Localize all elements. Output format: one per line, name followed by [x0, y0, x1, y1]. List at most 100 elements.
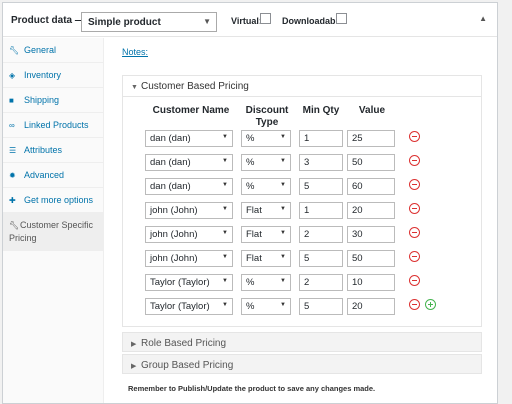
group-based-pricing-section[interactable]: ▶ Group Based Pricing: [122, 354, 482, 374]
chevron-down-icon: ▼: [222, 302, 228, 308]
chevron-down-icon: ▼: [222, 134, 228, 140]
tag-icon: ◈: [9, 71, 16, 80]
remove-row-icon[interactable]: [409, 179, 420, 190]
discount-type-select[interactable]: Flat ▼: [241, 202, 291, 219]
tab-get-more-options[interactable]: ✚ Get more options: [3, 188, 103, 213]
discount-type-select[interactable]: % ▼: [241, 130, 291, 147]
customer-pricing-toggle[interactable]: ▼ Customer Based Pricing: [123, 76, 481, 96]
wrench-icon: 🔧︎: [9, 221, 20, 230]
chevron-down-icon: ▼: [222, 254, 228, 260]
tab-label: Advanced: [24, 170, 65, 180]
table-row: Taylor (Taylor) ▼ % ▼ 2 10: [123, 274, 481, 294]
role-based-pricing-section[interactable]: ▶ Role Based Pricing: [122, 332, 482, 352]
tab-shipping[interactable]: ■ Shipping: [3, 88, 103, 113]
downloadable-checkbox[interactable]: [336, 13, 347, 24]
virtual-checkbox[interactable]: [260, 13, 271, 24]
tab-general[interactable]: 🔧︎ General: [3, 38, 103, 63]
chevron-down-icon: ▼: [280, 134, 286, 140]
discount-type-select[interactable]: % ▼: [241, 178, 291, 195]
min-qty-input[interactable]: 1: [299, 130, 343, 147]
min-qty-input[interactable]: 3: [299, 154, 343, 171]
customer-select[interactable]: john (John) ▼: [145, 226, 233, 243]
product-type-select[interactable]: Simple product ▼: [81, 12, 217, 32]
value-input[interactable]: 30: [347, 226, 395, 243]
tab-label: Customer Specific Pricing: [9, 220, 94, 243]
discount-type-select[interactable]: % ▼: [241, 298, 291, 315]
customer-value: dan (dan): [150, 133, 191, 144]
chevron-down-icon: ▼: [222, 230, 228, 236]
virtual-label: Virtual:: [231, 16, 262, 26]
customer-value: Taylor (Taylor): [150, 301, 210, 312]
tab-label: Get more options: [24, 195, 94, 205]
downloadable-label: Downloadable:: [282, 16, 347, 26]
customer-value: john (John): [150, 229, 198, 240]
remove-row-icon[interactable]: [409, 227, 420, 238]
tab-customer-specific-pricing[interactable]: 🔧︎Customer Specific Pricing: [3, 213, 103, 251]
group-pricing-toggle[interactable]: ▶ Group Based Pricing: [123, 355, 481, 375]
min-qty-input[interactable]: 5: [299, 178, 343, 195]
chevron-down-icon: ▼: [280, 158, 286, 164]
min-qty-input[interactable]: 5: [299, 298, 343, 315]
chevron-down-icon: ▼: [280, 206, 286, 212]
remove-row-icon[interactable]: [409, 251, 420, 262]
product-type-value: Simple product: [88, 17, 161, 28]
discount-type-select[interactable]: Flat ▼: [241, 250, 291, 267]
tab-linked-products[interactable]: ∞ Linked Products: [3, 113, 103, 138]
customer-select[interactable]: Taylor (Taylor) ▼: [145, 298, 233, 315]
chevron-down-icon: ▼: [280, 230, 286, 236]
caret-right-icon: ▶: [131, 341, 137, 348]
customer-select[interactable]: john (John) ▼: [145, 250, 233, 267]
min-qty-input[interactable]: 2: [299, 226, 343, 243]
column-header-customer: Customer Name: [152, 105, 230, 116]
chevron-down-icon: ▼: [280, 182, 286, 188]
min-qty-input[interactable]: 2: [299, 274, 343, 291]
chevron-down-icon: ▼: [222, 278, 228, 284]
discount-type-select[interactable]: % ▼: [241, 274, 291, 291]
notes-link[interactable]: Notes:: [122, 47, 149, 57]
product-data-title: Product data —: [11, 15, 85, 26]
value-input[interactable]: 20: [347, 202, 395, 219]
role-pricing-toggle[interactable]: ▶ Role Based Pricing: [123, 333, 481, 353]
customer-select[interactable]: john (John) ▼: [145, 202, 233, 219]
customer-select[interactable]: dan (dan) ▼: [145, 178, 233, 195]
value-input[interactable]: 60: [347, 178, 395, 195]
caret-right-icon: ▶: [131, 363, 137, 370]
value-input[interactable]: 25: [347, 130, 395, 147]
chevron-down-icon: ▼: [280, 302, 286, 308]
tab-attributes[interactable]: ☰ Attributes: [3, 138, 103, 163]
customer-value: john (John): [150, 205, 198, 216]
column-header-value: Value: [358, 105, 386, 116]
value-input[interactable]: 10: [347, 274, 395, 291]
value-input[interactable]: 20: [347, 298, 395, 315]
product-data-header: Product data — Simple product ▼ Virtual:…: [3, 3, 497, 37]
tab-label: Inventory: [24, 70, 62, 80]
tab-label: Attributes: [24, 145, 63, 155]
publish-reminder: Remember to Publish/Update the product t…: [128, 384, 376, 393]
discount-type-select[interactable]: % ▼: [241, 154, 291, 171]
remove-row-icon[interactable]: [409, 203, 420, 214]
tab-inventory[interactable]: ◈ Inventory: [3, 63, 103, 88]
column-header-discount-type: Discount Type: [245, 105, 289, 128]
tab-label: Shipping: [24, 95, 60, 105]
customer-select[interactable]: Taylor (Taylor) ▼: [145, 274, 233, 291]
collapse-icon[interactable]: ▲: [479, 14, 487, 23]
discount-type-value: %: [246, 277, 255, 288]
section-title: Group Based Pricing: [141, 360, 234, 371]
remove-row-icon[interactable]: [409, 275, 420, 286]
remove-row-icon[interactable]: [409, 131, 420, 142]
add-row-icon[interactable]: [425, 299, 436, 310]
min-qty-input[interactable]: 5: [299, 250, 343, 267]
customer-select[interactable]: dan (dan) ▼: [145, 130, 233, 147]
discount-type-select[interactable]: Flat ▼: [241, 226, 291, 243]
min-qty-input[interactable]: 1: [299, 202, 343, 219]
chevron-down-icon: ▼: [222, 182, 228, 188]
value-input[interactable]: 50: [347, 250, 395, 267]
remove-row-icon[interactable]: [409, 155, 420, 166]
remove-row-icon[interactable]: [409, 299, 420, 310]
column-header-min-qty: Min Qty: [302, 105, 340, 116]
chevron-down-icon: ▼: [222, 158, 228, 164]
tab-advanced[interactable]: ✹ Advanced: [3, 163, 103, 188]
value-input[interactable]: 50: [347, 154, 395, 171]
customer-select[interactable]: dan (dan) ▼: [145, 154, 233, 171]
table-row: dan (dan) ▼ % ▼ 5 60: [123, 178, 481, 198]
